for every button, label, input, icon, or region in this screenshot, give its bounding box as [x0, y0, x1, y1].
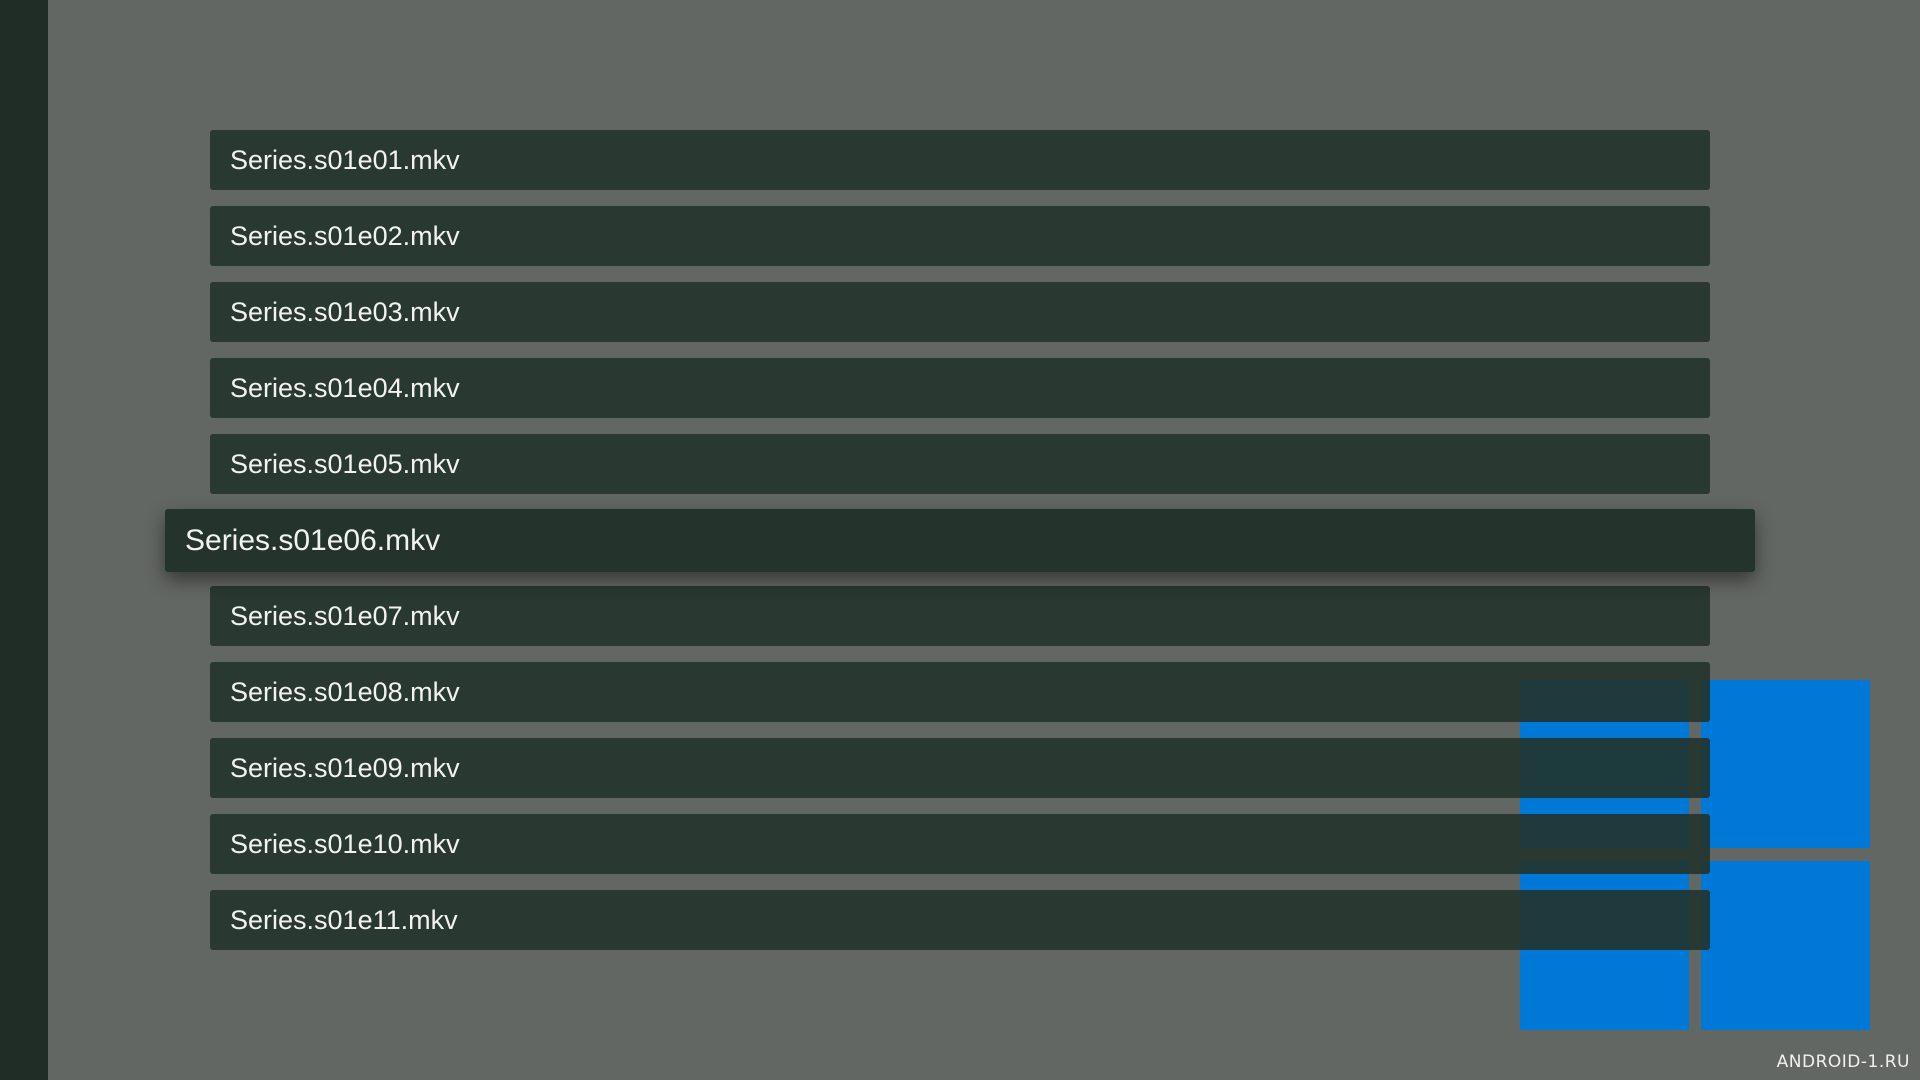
- file-item[interactable]: Series.s01e07.mkv: [210, 586, 1710, 646]
- file-item-selected[interactable]: Series.s01e06.mkv: [165, 509, 1755, 572]
- file-item[interactable]: Series.s01e01.mkv: [210, 130, 1710, 190]
- file-item[interactable]: Series.s01e10.mkv: [210, 814, 1710, 874]
- file-item[interactable]: Series.s01e09.mkv: [210, 738, 1710, 798]
- file-item[interactable]: Series.s01e11.mkv: [210, 890, 1710, 950]
- file-item[interactable]: Series.s01e03.mkv: [210, 282, 1710, 342]
- file-item[interactable]: Series.s01e02.mkv: [210, 206, 1710, 266]
- file-item[interactable]: Series.s01e08.mkv: [210, 662, 1710, 722]
- logo-tile-top-right: [1701, 680, 1870, 848]
- file-item[interactable]: Series.s01e04.mkv: [210, 358, 1710, 418]
- logo-tile-bottom-right: [1701, 861, 1870, 1030]
- sidebar: [0, 0, 48, 1080]
- watermark: ANDROID-1.RU: [1776, 1052, 1910, 1072]
- file-item[interactable]: Series.s01e05.mkv: [210, 434, 1710, 494]
